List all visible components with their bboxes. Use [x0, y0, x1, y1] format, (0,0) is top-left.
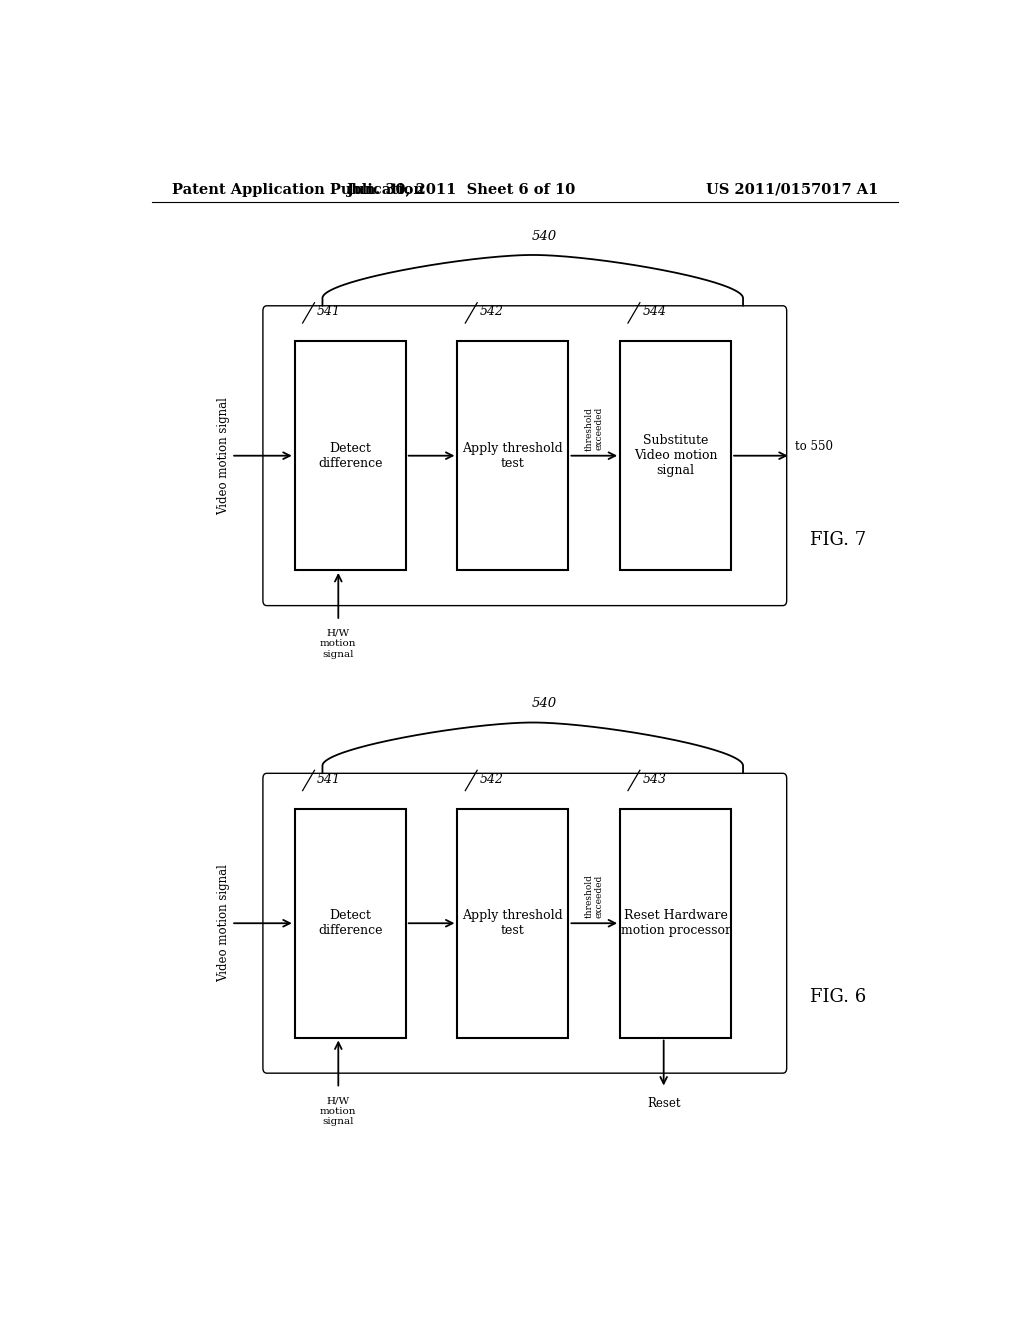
- Text: Apply threshold
test: Apply threshold test: [463, 909, 563, 937]
- Text: Detect
difference: Detect difference: [318, 909, 382, 937]
- Text: H/W
motion
signal: H/W motion signal: [321, 630, 356, 659]
- Text: FIG. 6: FIG. 6: [811, 987, 866, 1006]
- Text: Substitute
Video motion
signal: Substitute Video motion signal: [634, 434, 718, 478]
- Text: Apply threshold
test: Apply threshold test: [463, 442, 563, 470]
- Bar: [295, 342, 406, 570]
- Text: Video motion signal: Video motion signal: [217, 865, 229, 982]
- Text: Reset Hardware
motion processor: Reset Hardware motion processor: [621, 909, 730, 937]
- FancyBboxPatch shape: [263, 774, 786, 1073]
- Text: 543: 543: [642, 772, 667, 785]
- Text: 544: 544: [642, 305, 667, 318]
- Text: 542: 542: [479, 772, 504, 785]
- Text: 541: 541: [316, 305, 341, 318]
- Bar: [458, 809, 568, 1038]
- Text: H/W
motion
signal: H/W motion signal: [321, 1097, 356, 1126]
- Text: Jun. 30, 2011  Sheet 6 of 10: Jun. 30, 2011 Sheet 6 of 10: [347, 183, 575, 197]
- Text: threshold
exceeded: threshold exceeded: [585, 874, 604, 919]
- Text: threshold
exceeded: threshold exceeded: [585, 407, 604, 450]
- Bar: [620, 342, 731, 570]
- Text: 541: 541: [316, 772, 341, 785]
- Bar: [620, 809, 731, 1038]
- Text: Video motion signal: Video motion signal: [217, 397, 229, 515]
- Text: 542: 542: [479, 305, 504, 318]
- Text: FIG. 7: FIG. 7: [811, 531, 866, 549]
- Text: US 2011/0157017 A1: US 2011/0157017 A1: [706, 183, 878, 197]
- Text: 540: 540: [532, 697, 557, 710]
- Text: Detect
difference: Detect difference: [318, 442, 382, 470]
- Bar: [295, 809, 406, 1038]
- Text: Patent Application Publication: Patent Application Publication: [172, 183, 424, 197]
- FancyBboxPatch shape: [263, 306, 786, 606]
- Text: 540: 540: [532, 230, 557, 243]
- Bar: [458, 342, 568, 570]
- Text: to 550: to 550: [795, 440, 833, 453]
- Text: Reset: Reset: [647, 1097, 680, 1110]
